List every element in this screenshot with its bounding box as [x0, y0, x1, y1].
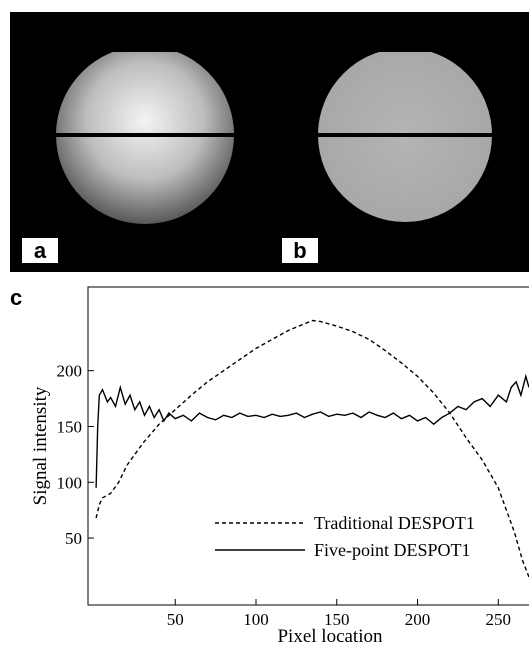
y-axis-label: Signal intensity: [30, 386, 51, 505]
y-tick-label: 100: [57, 473, 83, 492]
figure: a b c Pixel location Signal intensity 50…: [0, 0, 529, 652]
x-tick-label: 200: [405, 610, 431, 629]
page: a b c Pixel location Signal intensity 50…: [0, 0, 529, 652]
legend-label: Traditional DESPOT1: [314, 513, 475, 533]
x-tick-label: 50: [167, 610, 184, 629]
x-tick-label: 100: [243, 610, 269, 629]
profile-line: [316, 133, 496, 137]
data-line: [96, 376, 529, 488]
y-tick-label: 200: [57, 362, 83, 381]
data-line: [96, 321, 529, 578]
legend-label: Five-point DESPOT1: [314, 540, 471, 560]
x-tick-label: 250: [486, 610, 512, 629]
panel-label: b: [293, 238, 306, 263]
y-tick-label: 150: [57, 417, 83, 436]
x-tick-label: 150: [324, 610, 350, 629]
y-tick-label: 50: [65, 529, 82, 548]
panel-label: a: [34, 238, 47, 263]
x-axis-label: Pixel location: [277, 626, 383, 647]
profile-line: [55, 133, 235, 137]
panel-label: c: [10, 285, 22, 310]
